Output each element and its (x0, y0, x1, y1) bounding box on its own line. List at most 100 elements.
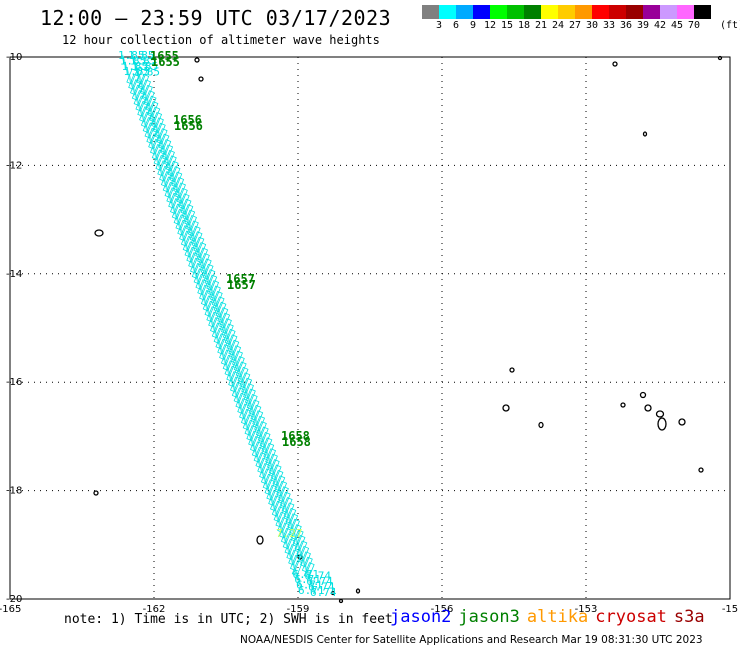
legend-label: 15 (500, 20, 514, 31)
island-outline (655, 410, 665, 418)
longitude-tick-labels: -165 -162 -159 -156 -153 -15 (0, 604, 738, 615)
legend-swatch (575, 5, 592, 19)
legend-label: 39 (636, 20, 650, 31)
lat-tick-label: -18 (6, 486, 22, 497)
satellite-cryosat: cryosat (595, 607, 667, 627)
island-outline (338, 598, 344, 604)
track-mark: 6.71 (296, 579, 323, 592)
track-mark: 6.74 (306, 575, 333, 588)
track-mark: 6.71 (294, 573, 321, 586)
legend-label: 6 (452, 20, 460, 31)
track-line (120, 54, 304, 591)
legend-unit: (ft) (720, 20, 740, 31)
island-outline (698, 467, 704, 473)
island-outline (355, 588, 361, 594)
legend-label: 27 (568, 20, 582, 31)
legend-swatch (473, 5, 490, 19)
track-mark: 6.71 (298, 584, 325, 597)
legend-swatch (422, 5, 439, 19)
track-mark: 6.74 (308, 581, 335, 594)
legend-swatch (558, 5, 575, 19)
track-mark: 6.74 (304, 570, 331, 583)
island-outline (94, 229, 104, 237)
swh-label: 6.74 (310, 586, 337, 599)
satellite-s3a: s3a (673, 607, 705, 627)
legend-label: 42 (653, 20, 667, 31)
satellite-jason2: jason2 (390, 607, 452, 627)
island-outline (717, 55, 723, 61)
legend-swatch (490, 5, 507, 19)
legend-label: 12 (483, 20, 497, 31)
time-label: 1656 (173, 113, 202, 127)
satellite-legend: jason2 jason3 altika cryosat s3a (390, 607, 712, 627)
track-mark: 1.85 (132, 60, 159, 73)
island-outline (93, 490, 99, 496)
legend-label: 30 (585, 20, 599, 31)
legend-swatch (507, 5, 524, 19)
satellite-jason3: jason3 (458, 607, 520, 627)
swh-label: 6.71 (294, 573, 321, 586)
legend-swatch (660, 5, 677, 19)
legend-label: 33 (602, 20, 616, 31)
map-frame (9, 56, 731, 600)
island-outline (612, 61, 618, 67)
lon-tick-label: -15 (722, 604, 738, 615)
lat-tick-label: -14 (6, 269, 22, 280)
lon-tick-label: -162 (143, 604, 166, 615)
lon-tick-label: -156 (431, 604, 454, 615)
island-outlines (93, 55, 723, 604)
swh-label: 6.74 (306, 575, 333, 588)
legend-swatch (694, 5, 711, 19)
page-subtitle: 12 hour collection of altimeter wave hei… (62, 33, 380, 47)
legend-swatch (592, 5, 609, 19)
island-outline (678, 418, 686, 426)
legend-label: 21 (534, 20, 548, 31)
legend-swatch (643, 5, 660, 19)
legend-swatch (626, 5, 643, 19)
island-outline (198, 76, 204, 82)
time-label: 1657 (227, 278, 256, 292)
legend-swatches (422, 5, 740, 19)
island-outline (330, 590, 336, 596)
legend-swatch (541, 5, 558, 19)
island-outline (256, 535, 264, 545)
island-outline (657, 417, 667, 431)
track-line (130, 54, 316, 593)
island-outline (538, 421, 544, 429)
swh-label: 6.71 (298, 584, 325, 597)
satellite-altika: altika (526, 607, 589, 627)
legend-label: 9 (469, 20, 477, 31)
time-label: 1656 (174, 119, 203, 133)
legend-label: 45 (670, 20, 684, 31)
footer-credit: NOAA/NESDIS Center for Satellite Applica… (240, 634, 703, 646)
island-outline (502, 404, 510, 412)
satellite-track-labels: 1.851.851.851.856.716.716.716.711.851.85… (118, 49, 337, 599)
swh-label: 1.85 (130, 54, 157, 67)
island-outline (642, 131, 648, 137)
track-mark: 6.71 (293, 568, 320, 581)
time-label: 1657 (226, 272, 255, 286)
latitude-tick-labels: -10 -12 -14 -16 -18 -20 (6, 52, 22, 605)
legend-label: 36 (619, 20, 633, 31)
lat-tick-label: -12 (6, 160, 22, 171)
island-outline (620, 402, 626, 408)
time-label: 1655 (150, 49, 179, 63)
lon-tick-label: -165 (0, 604, 21, 615)
time-label: 1658 (282, 435, 311, 449)
map-grid (10, 57, 730, 599)
legend-swatch (524, 5, 541, 19)
footer-note: note: 1) Time is in UTC; 2) SWH is in fe… (64, 612, 393, 627)
track-mark: 1.85 (130, 54, 157, 67)
swh-label: 1.85 (132, 60, 159, 73)
lat-tick-label: -16 (6, 377, 22, 388)
island-outline (639, 391, 647, 399)
swh-label: 6.71 (293, 568, 320, 581)
lon-tick-label: -153 (575, 604, 598, 615)
island-outline (644, 404, 652, 412)
legend-swatch (609, 5, 626, 19)
legend-label: 24 (551, 20, 565, 31)
